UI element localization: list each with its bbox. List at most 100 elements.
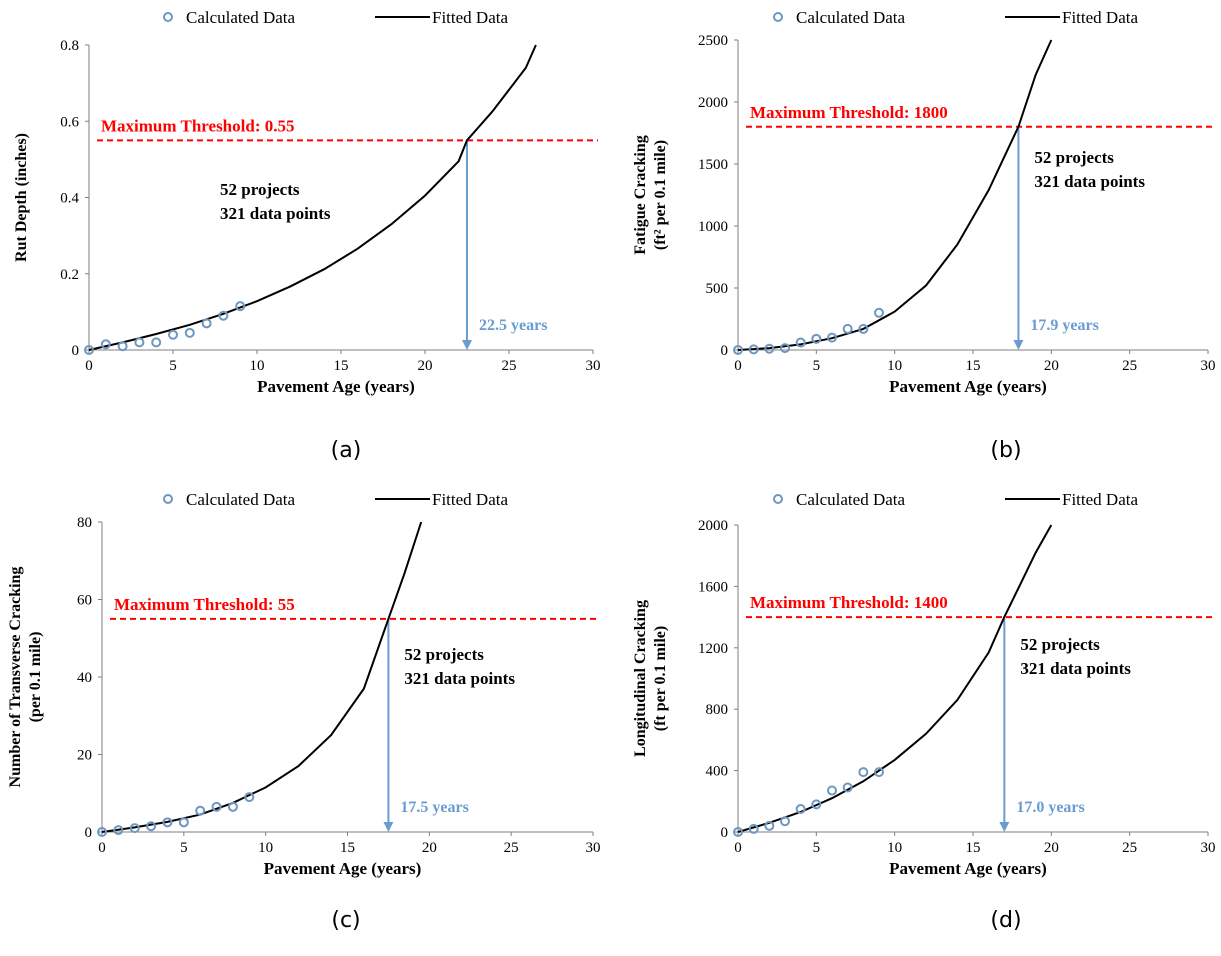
calculated-point bbox=[134, 337, 145, 348]
legend-marker-calculated bbox=[163, 494, 173, 504]
fitted-line bbox=[737, 39, 1053, 351]
y-axis-title-line: (ft² per 0.1 mile) bbox=[652, 140, 669, 250]
calculated-point bbox=[178, 817, 189, 828]
threshold-label: Maximum Threshold: 55 bbox=[114, 595, 295, 614]
panel-caption-c: (c) bbox=[331, 908, 361, 933]
x-tick-label: 10 bbox=[887, 358, 902, 374]
legend-label-calculated: Calculated Data bbox=[186, 8, 295, 27]
annotation-projects: 52 projects bbox=[404, 645, 484, 664]
legend-label-calculated: Calculated Data bbox=[796, 8, 905, 27]
x-tick-label: 15 bbox=[334, 358, 349, 374]
x-tick-label: 30 bbox=[1201, 840, 1216, 856]
panel-caption-a: (a) bbox=[330, 438, 362, 463]
calculated-point bbox=[748, 344, 759, 355]
threshold-label: Maximum Threshold: 0.55 bbox=[101, 116, 294, 135]
calculated-point bbox=[235, 301, 246, 312]
legend-label-fitted: Fitted Data bbox=[432, 8, 508, 27]
x-tick-label: 5 bbox=[813, 358, 821, 374]
x-tick-label: 15 bbox=[966, 358, 981, 374]
calculated-point bbox=[113, 825, 124, 836]
intersection-year-label: 22.5 years bbox=[479, 317, 547, 334]
legend-label-fitted: Fitted Data bbox=[1062, 490, 1138, 509]
annotation-projects: 52 projects bbox=[1020, 635, 1100, 654]
x-tick-label: 15 bbox=[340, 840, 355, 856]
x-tick-label: 0 bbox=[85, 358, 93, 374]
x-tick-label: 10 bbox=[887, 840, 902, 856]
y-tick-label: 0.2 bbox=[60, 267, 79, 283]
y-axis-title-line: Longitudinal Cracking bbox=[632, 600, 649, 757]
x-axis-title: Pavement Age (years) bbox=[889, 377, 1047, 396]
calculated-point bbox=[764, 343, 775, 354]
calculated-point bbox=[100, 339, 111, 350]
calculated-point bbox=[151, 337, 162, 348]
calculated-point bbox=[874, 307, 884, 318]
y-tick-label: 0.6 bbox=[60, 114, 79, 130]
calculated-point bbox=[842, 323, 853, 334]
x-axis-title: Pavement Age (years) bbox=[257, 377, 415, 396]
calculated-point bbox=[733, 345, 743, 355]
annotation-data-points: 321 data points bbox=[1020, 659, 1131, 678]
legend-label-calculated: Calculated Data bbox=[796, 490, 905, 509]
y-tick-label: 400 bbox=[706, 764, 729, 780]
y-tick-label: 1000 bbox=[698, 219, 728, 235]
annotation-data-points: 321 data points bbox=[404, 669, 515, 688]
x-tick-label: 25 bbox=[504, 840, 519, 856]
calculated-point bbox=[244, 792, 255, 803]
calculated-point bbox=[97, 827, 107, 837]
y-tick-label: 2000 bbox=[698, 518, 728, 534]
intersection-arrowhead bbox=[462, 340, 472, 350]
chart-panel-c: 0 5 10 15 20 25 30 0 20 40 60 80 Pavement Age (years… bbox=[7, 490, 601, 878]
y-tick-label: 0 bbox=[72, 343, 80, 359]
legend-marker-calculated bbox=[773, 12, 783, 22]
x-tick-label: 30 bbox=[586, 840, 601, 856]
threshold-label: Maximum Threshold: 1400 bbox=[750, 593, 948, 612]
chart-panel-a: 0 5 10 15 20 25 30 0 0.2 0.4 0.6 0.8 Pavement Age (y… bbox=[13, 8, 601, 396]
calculated-point bbox=[211, 801, 222, 812]
calculated-point bbox=[733, 827, 743, 837]
x-tick-label: 20 bbox=[418, 358, 433, 374]
chart-panel-b: 0 5 10 15 20 25 30 0 500 1000 1500 2000 2500 Pavement… bbox=[632, 8, 1216, 396]
x-tick-label: 5 bbox=[813, 840, 821, 856]
calculated-point bbox=[827, 785, 837, 796]
x-tick-label: 10 bbox=[258, 840, 273, 856]
y-axis-title-line: Fatigue Cracking bbox=[632, 135, 649, 255]
calculated-point bbox=[811, 799, 822, 810]
x-tick-label: 15 bbox=[966, 840, 981, 856]
y-axis-title-line: Rut Depth (inches) bbox=[13, 133, 30, 262]
calculated-point bbox=[858, 323, 869, 334]
y-tick-label: 0 bbox=[721, 825, 729, 841]
y-tick-label: 500 bbox=[706, 281, 729, 297]
y-tick-label: 60 bbox=[77, 593, 92, 609]
panel-caption-d: (d) bbox=[990, 908, 1022, 933]
y-tick-label: 800 bbox=[706, 702, 729, 718]
x-tick-label: 30 bbox=[586, 358, 601, 374]
y-tick-label: 0.8 bbox=[60, 38, 79, 54]
y-tick-label: 0 bbox=[85, 825, 93, 841]
intersection-year-label: 17.9 years bbox=[1030, 317, 1098, 334]
annotation-data-points: 321 data points bbox=[220, 204, 331, 223]
y-axis-title-line: Number of Transverse Cracking bbox=[7, 567, 24, 788]
intersection-arrowhead bbox=[999, 822, 1010, 832]
calculated-point bbox=[184, 327, 195, 338]
calculated-point bbox=[795, 803, 806, 814]
annotation-projects: 52 projects bbox=[220, 180, 300, 199]
annotation-data-points: 321 data points bbox=[1034, 172, 1145, 191]
threshold-label: Maximum Threshold: 1800 bbox=[750, 103, 948, 122]
x-tick-label: 5 bbox=[169, 358, 177, 374]
calculated-point bbox=[162, 817, 173, 828]
calculated-point bbox=[227, 801, 238, 812]
y-tick-label: 20 bbox=[77, 748, 92, 764]
calculated-point bbox=[201, 318, 212, 329]
calculated-point bbox=[168, 329, 178, 340]
calculated-point bbox=[117, 341, 128, 352]
y-tick-label: 2000 bbox=[698, 95, 728, 111]
legend-marker-calculated bbox=[773, 494, 783, 504]
x-tick-label: 20 bbox=[1044, 358, 1059, 374]
chart-panel-d: 0 5 10 15 20 25 30 0 400 800 1200 1600 2000 Pavement … bbox=[632, 490, 1216, 878]
calculated-point bbox=[84, 345, 94, 355]
y-tick-label: 80 bbox=[77, 515, 92, 531]
calculated-point bbox=[218, 310, 229, 321]
x-tick-label: 10 bbox=[250, 358, 265, 374]
